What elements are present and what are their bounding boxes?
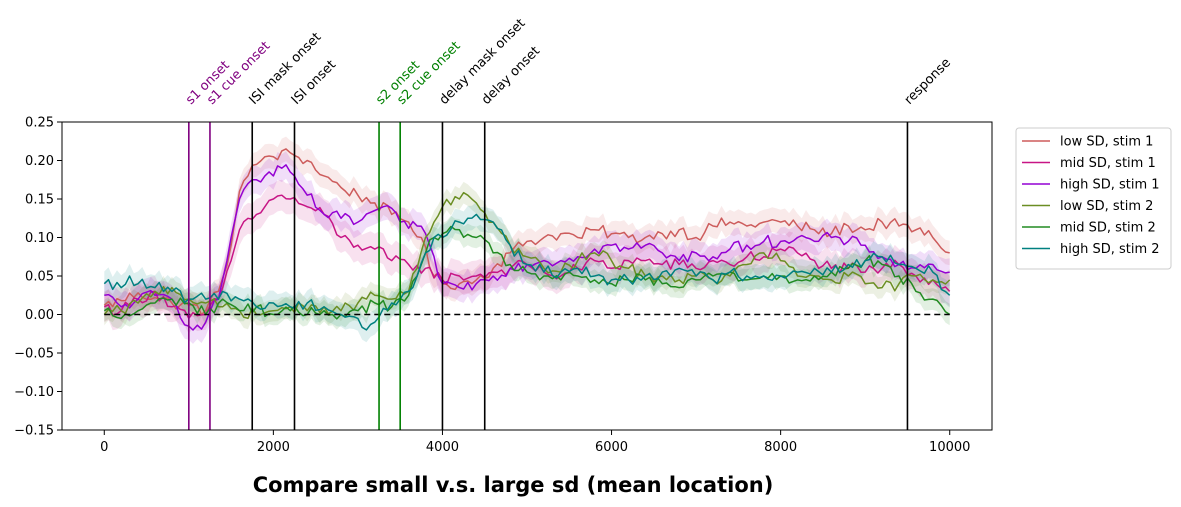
y-tick-label: −0.05	[14, 347, 54, 362]
line-low-sd-stim-2	[103, 191, 951, 320]
x-tick-label: 2000	[257, 440, 290, 455]
y-tick-label: 0.15	[25, 193, 54, 208]
x-tick-label: 8000	[764, 440, 797, 455]
legend-label-mid-sd-stim-1: mid SD, stim 1	[1060, 156, 1156, 171]
x-tick-label: 0	[100, 440, 108, 455]
band-low-sd-stim-2	[104, 181, 950, 330]
legend-label-high-sd-stim-1: high SD, stim 1	[1060, 178, 1160, 193]
legend-label-low-sd-stim-1: low SD, stim 1	[1060, 135, 1153, 150]
y-tick-label: −0.10	[14, 385, 54, 400]
band-high-sd-stim-1	[104, 151, 950, 344]
series-lines	[103, 148, 951, 331]
y-tick-label: −0.15	[14, 424, 54, 439]
line-high-sd-stim-2	[103, 213, 951, 331]
line-mid-sd-stim-2	[103, 225, 951, 320]
x-axis: 0 2000 4000 6000 8000 10000	[100, 430, 970, 455]
legend-box	[1015, 127, 1172, 270]
line-low-sd-stim-1	[103, 148, 950, 316]
y-tick-label: 0.05	[25, 270, 54, 285]
y-tick-label: 0.00	[25, 308, 54, 323]
y-tick-label: 0.10	[25, 231, 54, 246]
event-label-isi-mask-onset: ISI mask onset	[246, 30, 324, 108]
event-label-response: response	[902, 55, 954, 107]
legend: low SD, stim 1 mid SD, stim 1 high SD, sti…	[1015, 127, 1172, 270]
legend-label-mid-sd-stim-2: mid SD, stim 2	[1060, 221, 1156, 236]
legend-label-low-sd-stim-2: low SD, stim 2	[1060, 199, 1153, 214]
x-tick-label: 4000	[426, 440, 459, 455]
y-tick-label: 0.20	[25, 154, 54, 169]
band-low-sd-stim-1	[104, 136, 950, 327]
chart-title: Compare small v.s. large sd (mean locati…	[253, 473, 774, 497]
x-tick-label: 10000	[929, 440, 970, 455]
y-tick-label: 0.25	[25, 116, 54, 131]
x-tick-label: 6000	[595, 440, 628, 455]
legend-label-high-sd-stim-2: high SD, stim 2	[1060, 242, 1160, 257]
y-axis: −0.15 −0.10 −0.05 0.00 0.05 0.10 0.15 0.20 0.25	[14, 116, 62, 439]
